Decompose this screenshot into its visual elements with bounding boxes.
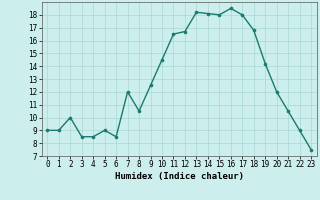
X-axis label: Humidex (Indice chaleur): Humidex (Indice chaleur) bbox=[115, 172, 244, 181]
